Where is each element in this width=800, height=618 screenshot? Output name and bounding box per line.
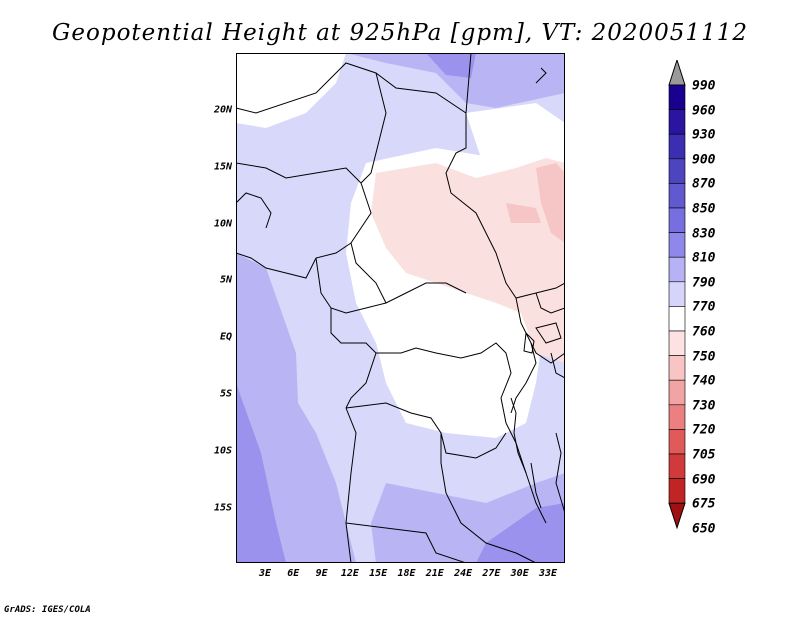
colorbar-segment <box>668 84 686 110</box>
borders <box>235 52 566 564</box>
lat-label: 10S <box>213 445 232 457</box>
colorbar-label: 930 <box>692 127 716 143</box>
colorbar-bottom-triangle <box>668 502 686 530</box>
colorbar-segment <box>668 355 686 381</box>
geopotential-map <box>235 52 566 564</box>
lon-label: 33E <box>538 568 558 579</box>
colorbar-label: 850 <box>692 201 716 217</box>
lon-label: 27E <box>482 568 501 579</box>
field-810-sw <box>236 383 286 563</box>
colorbar-label: 690 <box>692 472 716 488</box>
colorbar-segment <box>668 232 686 258</box>
colorbar-segment <box>668 158 686 184</box>
colorbar-label: 760 <box>692 324 716 340</box>
lat-label: 10N <box>213 218 232 230</box>
credit-text: GrADS: IGES/COLA <box>4 605 91 615</box>
colorbar-segment <box>668 453 686 479</box>
colorbar-label: 790 <box>692 275 716 291</box>
lon-label: 21E <box>425 568 444 579</box>
colorbar-label: 960 <box>692 103 716 119</box>
field-810-north <box>426 53 476 78</box>
colorbar-label: 705 <box>692 447 716 463</box>
lon-label: 24E <box>454 568 473 579</box>
colorbar-label: 830 <box>692 226 716 242</box>
colorbar-segment <box>668 404 686 430</box>
lon-label: 15E <box>369 568 388 579</box>
lon-label: 18E <box>397 568 416 579</box>
colorbar-segment <box>668 429 686 455</box>
lat-label: 15N <box>213 161 232 173</box>
colorbar-segments <box>668 60 686 530</box>
colorbar-label: 675 <box>692 496 716 512</box>
colorbar-segment <box>668 379 686 406</box>
field-750-center <box>416 213 461 263</box>
colorbar-segment <box>668 256 686 283</box>
colorbar-segment <box>668 281 686 307</box>
chart-title: Geopotential Height at 925hPa [gpm], VT:… <box>52 20 748 46</box>
field-740-east <box>536 163 565 243</box>
map-frame <box>236 53 565 563</box>
lon-label: 3E <box>258 568 272 579</box>
colorbar-label: 870 <box>692 176 716 192</box>
lat-label: 5S <box>219 388 232 400</box>
colorbar-segment <box>668 133 686 160</box>
lat-label: EQ <box>219 331 232 343</box>
colorbar-label: 730 <box>692 398 716 414</box>
colorbar-label: 990 <box>692 78 716 94</box>
lon-label: 12E <box>340 568 359 579</box>
lon-label: 30E <box>510 568 529 579</box>
lat-label: 20N <box>213 104 232 116</box>
colorbar-segment <box>668 109 686 135</box>
colorbar-segment <box>668 478 686 504</box>
lon-label: 6E <box>287 568 300 579</box>
colorbar-top-triangle <box>668 60 686 86</box>
colorbar-label: 900 <box>692 152 716 168</box>
colorbar-segment <box>668 183 686 209</box>
field-810-se <box>476 503 565 563</box>
lon-label: 9E <box>315 568 328 579</box>
colorbar-label: 750 <box>692 349 716 365</box>
colorbar-segment <box>668 207 686 233</box>
field-790-north <box>346 53 565 108</box>
colorbar-label: 770 <box>692 299 716 315</box>
colorbar-label: 740 <box>692 373 716 389</box>
lat-label: 5N <box>219 274 232 286</box>
colorbar-label: 810 <box>692 250 716 266</box>
colorbar-svg <box>668 60 686 530</box>
map-panel <box>235 52 566 564</box>
lat-label: 15S <box>213 502 232 514</box>
field-740-ne2 <box>506 203 541 223</box>
colorbar-segment <box>668 306 686 332</box>
colorbar-segment <box>668 330 686 356</box>
colorbar-label: 650 <box>692 521 716 537</box>
colorbar-label: 720 <box>692 422 716 438</box>
field-760-north <box>236 53 346 128</box>
